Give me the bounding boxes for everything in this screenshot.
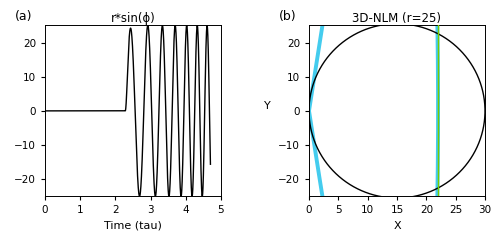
Title: r*sin(ϕ): r*sin(ϕ): [110, 12, 156, 25]
Y-axis label: Y: Y: [264, 101, 270, 111]
Text: (a): (a): [15, 10, 32, 23]
X-axis label: X: X: [393, 221, 401, 231]
Title: 3D-NLM (r=25): 3D-NLM (r=25): [352, 12, 442, 25]
X-axis label: Time (tau): Time (tau): [104, 221, 162, 231]
Text: (b): (b): [279, 10, 296, 23]
